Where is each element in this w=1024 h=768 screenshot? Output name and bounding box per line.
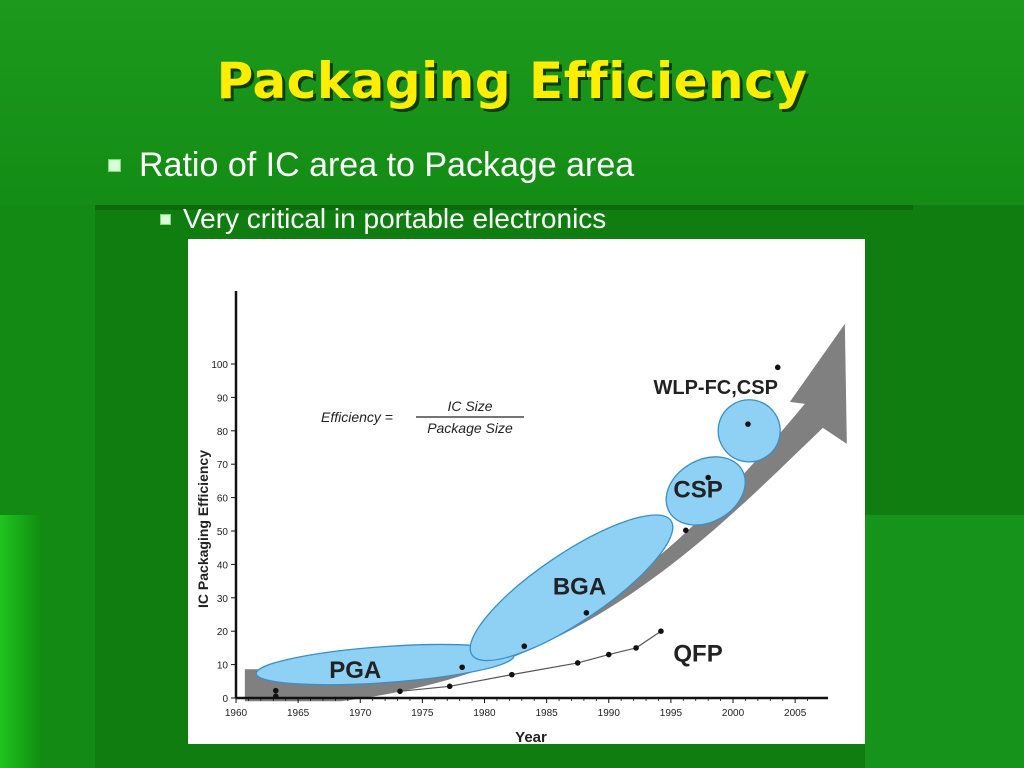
y-tick-label: 80 bbox=[217, 427, 229, 438]
region-ellipse-bga bbox=[469, 514, 674, 662]
panel-top-edge bbox=[95, 205, 913, 210]
data-point bbox=[705, 474, 711, 481]
y-tick-label: 30 bbox=[217, 594, 229, 605]
formula-lhs: Efficiency = bbox=[321, 409, 393, 425]
y-axis-label: IC Packaging Efficiency bbox=[195, 450, 211, 608]
data-point bbox=[397, 688, 403, 695]
region-label: CSP bbox=[673, 477, 722, 504]
data-point bbox=[583, 610, 590, 616]
series-label-qfp: QFP bbox=[673, 640, 722, 667]
data-point bbox=[446, 683, 453, 690]
x-tick-label: 1985 bbox=[536, 708, 559, 719]
x-tick-label: 1960 bbox=[225, 708, 248, 719]
formula-denominator: Package Size bbox=[427, 420, 513, 436]
bullet-level-1: Ratio of IC area to Package area bbox=[108, 146, 634, 185]
x-tick-label: 1980 bbox=[473, 708, 496, 719]
y-tick-label: 0 bbox=[222, 694, 228, 705]
efficiency-chart: 1960 1965 1970 1975 1980 1985 1990 1995 2000 2005… bbox=[195, 291, 847, 744]
slide-title: Packaging Efficiency bbox=[216, 52, 808, 110]
x-tick-label: 1990 bbox=[598, 708, 621, 719]
y-tick-label: 60 bbox=[217, 494, 229, 505]
data-point bbox=[745, 421, 751, 427]
y-tick-label: 10 bbox=[217, 661, 229, 672]
data-point bbox=[459, 664, 465, 671]
decorative-right-band bbox=[865, 515, 1024, 768]
data-point bbox=[658, 628, 664, 634]
y-tick-label: 40 bbox=[217, 560, 229, 571]
bullet-square-icon bbox=[160, 213, 171, 225]
x-tick-label: 1975 bbox=[411, 708, 434, 719]
slide-background-top bbox=[0, 0, 1024, 205]
bullet-text: Ratio of IC area to Package area bbox=[139, 146, 635, 184]
bullet-level-2: Very critical in portable electronics bbox=[160, 203, 606, 235]
data-point bbox=[605, 651, 612, 658]
region-label: PGA bbox=[329, 657, 381, 684]
data-point bbox=[272, 693, 279, 700]
y-tick-label: 20 bbox=[217, 627, 229, 638]
data-point bbox=[683, 527, 689, 534]
x-axis-label: Year bbox=[515, 729, 547, 744]
x-tick-label: 1965 bbox=[287, 708, 310, 719]
efficiency-chart-figure: 1960 1965 1970 1975 1980 1985 1990 1995 2000 2005… bbox=[188, 239, 865, 744]
data-point bbox=[521, 643, 528, 650]
formula-numerator: IC Size bbox=[447, 398, 492, 414]
bullet-text: Very critical in portable electronics bbox=[183, 203, 607, 234]
x-tick-label: 2000 bbox=[722, 708, 745, 719]
region-label: WLP-FC,CSP bbox=[653, 377, 777, 399]
region-label: BGA bbox=[553, 573, 606, 600]
data-point bbox=[774, 364, 781, 371]
bullet-square-icon bbox=[108, 159, 121, 172]
data-point bbox=[509, 671, 515, 678]
y-tick-label: 50 bbox=[217, 527, 229, 538]
region-ellipse-csp bbox=[665, 456, 746, 526]
data-point bbox=[633, 645, 639, 651]
data-point bbox=[574, 660, 581, 666]
x-tick-label: 1970 bbox=[349, 708, 372, 719]
y-tick-label: 90 bbox=[217, 393, 229, 404]
y-tick-label: 100 bbox=[211, 360, 228, 371]
data-point bbox=[272, 687, 279, 694]
region-ellipse-wlp-fc-csp bbox=[717, 399, 781, 463]
y-tick-label: 70 bbox=[217, 460, 229, 471]
decorative-left-strip bbox=[0, 515, 40, 768]
x-tick-label: 2005 bbox=[784, 708, 807, 719]
x-tick-label: 1995 bbox=[660, 708, 683, 719]
